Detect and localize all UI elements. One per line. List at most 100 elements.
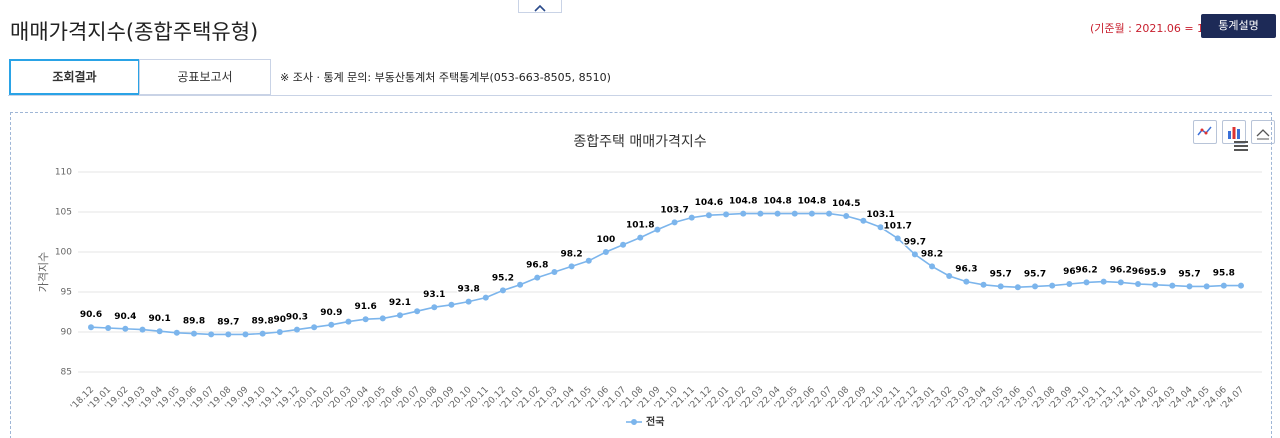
- data-point: [431, 304, 438, 311]
- data-point: [911, 251, 918, 258]
- collapse-toggle[interactable]: [518, 0, 562, 13]
- data-point: [122, 325, 129, 332]
- data-label: 100: [597, 235, 616, 245]
- data-point: [225, 331, 232, 338]
- data-point: [1032, 283, 1039, 290]
- data-point: [242, 331, 249, 338]
- data-label: 90.4: [114, 312, 136, 322]
- data-point: [1135, 281, 1142, 287]
- y-tick-label: 85: [61, 368, 72, 378]
- data-point: [860, 217, 867, 224]
- data-point: [723, 211, 730, 218]
- data-point: [105, 325, 112, 331]
- y-tick-label: 105: [55, 208, 72, 218]
- data-point: [1186, 283, 1193, 290]
- data-point: [877, 224, 884, 231]
- data-point: [705, 212, 712, 219]
- data-label: 89.7: [217, 317, 239, 327]
- data-label: 93.1: [423, 290, 445, 300]
- data-point: [654, 226, 661, 233]
- data-point: [620, 241, 627, 248]
- data-point: [88, 324, 94, 331]
- y-tick-label: 100: [55, 248, 72, 258]
- data-point: [139, 326, 146, 333]
- data-point: [637, 234, 644, 241]
- data-label: 101.7: [883, 221, 911, 231]
- data-point: [1083, 279, 1090, 286]
- data-point: [551, 269, 558, 275]
- data-label: 96.2: [1075, 265, 1097, 275]
- data-point: [379, 315, 386, 322]
- data-label: 103.1: [866, 210, 894, 220]
- data-point: [173, 329, 180, 336]
- data-point: [688, 214, 695, 221]
- data-point: [946, 273, 953, 279]
- data-point: [1100, 278, 1107, 285]
- data-label: 98.2: [560, 249, 582, 259]
- data-label: 104.5: [832, 199, 860, 209]
- data-point: [894, 235, 901, 242]
- chart-title: 종합주택 매매가격지수: [573, 134, 706, 150]
- data-point: [293, 326, 300, 333]
- data-label: 96: [1063, 267, 1076, 277]
- data-label: 96.8: [526, 261, 548, 271]
- data-point: [156, 328, 163, 335]
- data-point: [328, 321, 335, 328]
- data-point: [585, 257, 592, 264]
- data-point: [774, 210, 781, 217]
- y-tick-label: 90: [61, 328, 73, 338]
- data-point: [517, 281, 524, 288]
- data-point: [826, 210, 833, 217]
- data-point: [482, 294, 489, 301]
- data-label: 91.6: [355, 302, 377, 312]
- data-point: [1238, 282, 1244, 289]
- data-point: [791, 210, 798, 217]
- data-point: [1117, 279, 1124, 286]
- legend-label: 전국: [646, 415, 664, 428]
- data-point: [259, 330, 266, 337]
- data-label: 89.8: [252, 317, 274, 327]
- tab[interactable]: 조회결과: [9, 59, 140, 95]
- data-point: [448, 301, 455, 308]
- tab-bar: 조회결과 공표보고서: [8, 59, 1275, 144]
- menu-icon[interactable]: [1234, 141, 1248, 151]
- data-point: [997, 283, 1004, 290]
- data-label: 99.7: [904, 237, 926, 247]
- data-label: 103.7: [660, 205, 688, 215]
- data-point: [190, 330, 197, 337]
- data-label: 98.2: [921, 249, 943, 259]
- data-label: 90.9: [320, 308, 342, 318]
- data-point: [843, 213, 850, 219]
- data-label: 101.8: [626, 221, 654, 231]
- contact-note: ※ 조사 · 통계 문의: 부동산통계처 주택통계부(053-663-8505,…: [280, 71, 611, 84]
- data-point: [963, 278, 970, 285]
- data-point: [602, 249, 609, 255]
- data-label: 104.8: [729, 197, 757, 207]
- data-point: [276, 329, 283, 335]
- data-point: [808, 210, 815, 217]
- data-point: [208, 331, 215, 338]
- tab[interactable]: 공표보고서: [139, 59, 271, 95]
- page-title: 매매가격지수(종합주택유형): [10, 20, 259, 44]
- help-button[interactable]: 통계설명: [1201, 14, 1276, 38]
- data-point: [345, 318, 352, 325]
- data-label: 96: [1132, 267, 1145, 277]
- data-label: 95.7: [1178, 269, 1200, 279]
- data-point: [499, 287, 506, 294]
- data-point: [1049, 282, 1056, 289]
- data-point: [1066, 281, 1073, 287]
- data-label: 95.9: [1144, 268, 1166, 278]
- data-point: [1152, 281, 1159, 288]
- data-label: 95.7: [990, 269, 1012, 279]
- bar-chart-icon[interactable]: [1222, 120, 1246, 144]
- data-label: 92.1: [389, 298, 411, 308]
- data-point: [534, 274, 541, 281]
- data-label: 89.8: [183, 317, 205, 327]
- data-label: 96.2: [1110, 265, 1132, 275]
- data-label: 95.2: [492, 273, 514, 283]
- data-label: 90.1: [149, 314, 171, 324]
- data-point: [414, 308, 421, 315]
- line-chart-icon[interactable]: [1193, 120, 1217, 144]
